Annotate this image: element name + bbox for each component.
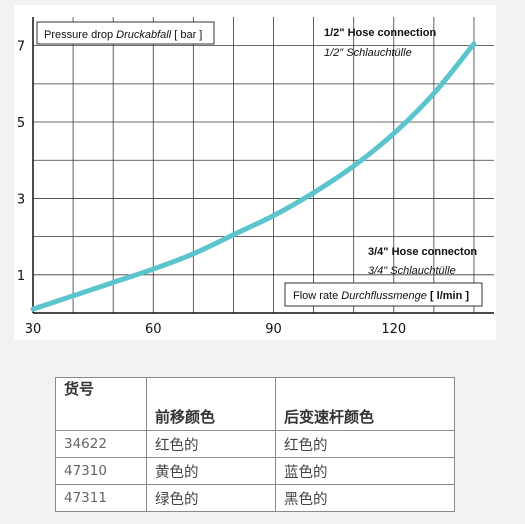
x-title-box: Flow rate Durchflussmenge [ l/min ] bbox=[284, 282, 483, 307]
header-item-number: 货号 bbox=[55, 377, 147, 431]
y-tick-label: 5 bbox=[17, 116, 25, 131]
three-quarter-hose-label: 3/4" Hose connecton bbox=[368, 246, 477, 258]
series-line bbox=[30, 41, 477, 312]
y-title-italic: Druckabfall bbox=[116, 29, 172, 41]
y-tick-label: 3 bbox=[17, 192, 25, 207]
x-title-text: Flow rate bbox=[293, 290, 341, 302]
item-code: 47310 bbox=[55, 457, 147, 485]
table-row: 47311 绿色的 黑色的 bbox=[55, 484, 455, 512]
y-tick-label: 7 bbox=[17, 40, 25, 55]
axes bbox=[32, 17, 494, 314]
color-table: 货号 前移颜色 后变速杆颜色 34622 红色的 红色的 47310 黄色的 蓝… bbox=[55, 377, 455, 512]
y-tick-label: 1 bbox=[17, 269, 25, 284]
rear-color: 红色的 bbox=[275, 430, 455, 458]
front-color: 红色的 bbox=[146, 430, 276, 458]
half-inch-hose-label-de: 1/2" Schlauchtülle bbox=[324, 47, 412, 59]
rear-color: 蓝色的 bbox=[275, 457, 455, 485]
three-quarter-hose-label-de: 3/4" Schlauchtülle bbox=[368, 265, 456, 277]
svg-text:Flow rate Durchflussmenge [ l/: Flow rate Durchflussmenge [ l/min ] bbox=[293, 290, 469, 302]
y-title-unit: [ bar ] bbox=[171, 29, 202, 41]
svg-text:Pressure drop Druckabfall [ ba: Pressure drop Druckabfall [ bar ] bbox=[44, 29, 202, 41]
front-color: 绿色的 bbox=[146, 484, 276, 512]
item-code: 34622 bbox=[55, 430, 147, 458]
pressure-drop-chart: 30 60 90 120 1 3 5 7 Pressure drop Druckabfall … bbox=[17, 17, 494, 337]
x-tick-label: 30 bbox=[25, 322, 42, 337]
table-row: 47310 黄色的 蓝色的 bbox=[55, 457, 455, 485]
x-title-italic: Durchflussmenge bbox=[341, 290, 427, 302]
rear-color: 黑色的 bbox=[275, 484, 455, 512]
header-front-color: 前移颜色 bbox=[146, 377, 276, 431]
table-row: 34622 红色的 红色的 bbox=[55, 430, 455, 458]
y-title-text: Pressure drop bbox=[44, 29, 116, 41]
table-header-row: 货号 前移颜色 后变速杆颜色 bbox=[55, 377, 455, 431]
header-rear-color: 后变速杆颜色 bbox=[275, 377, 455, 431]
half-inch-hose-label: 1/2" Hose connection bbox=[324, 27, 436, 39]
chart-panel: 30 60 90 120 1 3 5 7 Pressure drop Druckabfall … bbox=[14, 5, 496, 340]
x-tick-label: 120 bbox=[381, 322, 406, 337]
front-color: 黄色的 bbox=[146, 457, 276, 485]
x-tick-label: 60 bbox=[145, 322, 162, 337]
x-title-unit: [ l/min ] bbox=[427, 290, 470, 302]
y-title-box: Pressure drop Druckabfall [ bar ] bbox=[36, 21, 215, 45]
x-tick-label: 90 bbox=[265, 322, 282, 337]
item-code: 47311 bbox=[55, 484, 147, 512]
tick-labels: 30 60 90 120 1 3 5 7 bbox=[17, 40, 406, 337]
